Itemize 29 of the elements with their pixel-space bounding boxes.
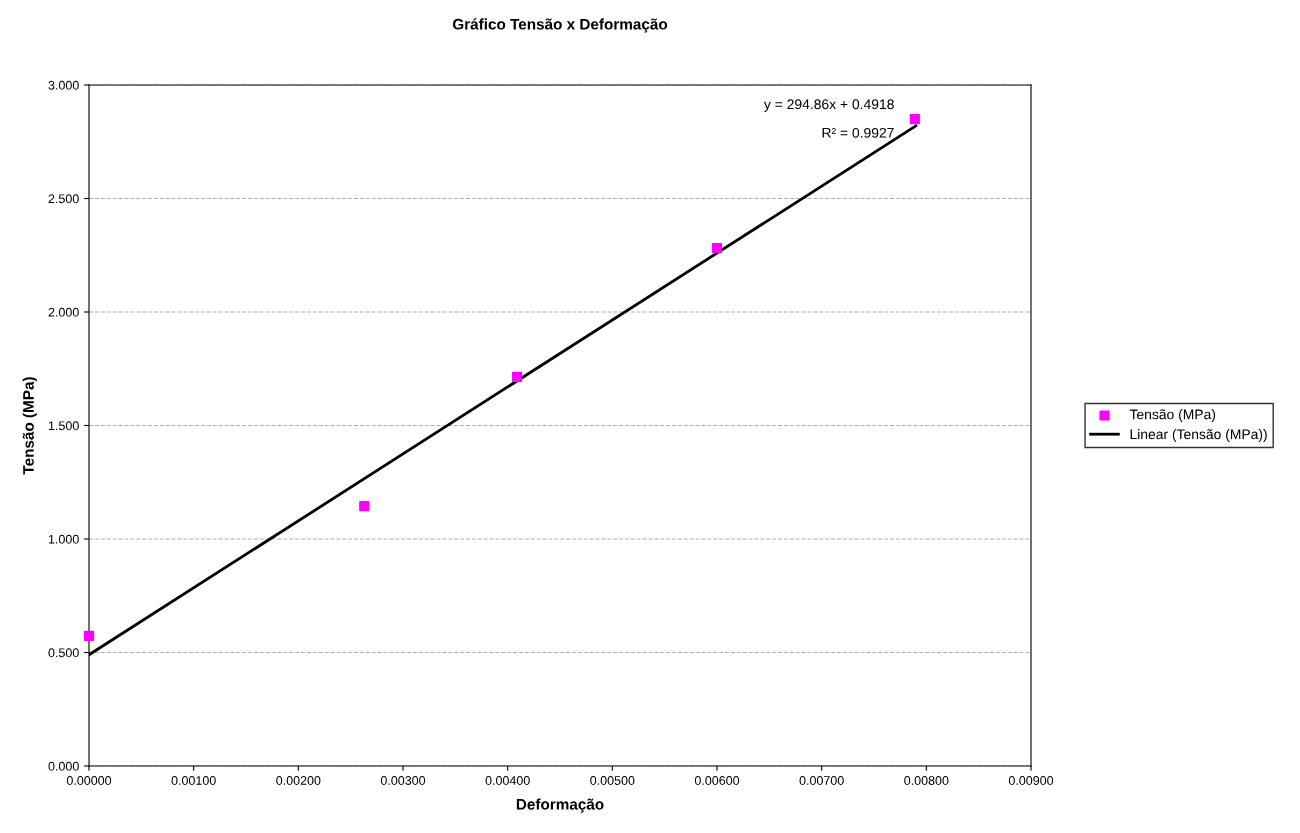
- y-tick-label: 2.500: [48, 194, 79, 204]
- y-tick-label: 1.500: [48, 421, 79, 431]
- point: [511, 371, 523, 383]
- annotation: y = 294.86x + 0.4918: [763, 99, 894, 112]
- chart-title: Gráfico Tensão x Deformação: [452, 18, 668, 33]
- point: [711, 242, 723, 254]
- x-tick-label: 0.00900: [1008, 776, 1054, 785]
- x-tick-label: 0.00500: [590, 776, 635, 785]
- x-tick-label: 0.00300: [380, 776, 426, 785]
- x-tick-label: 0.00800: [904, 776, 949, 785]
- x-tick-label: 0.00000: [66, 776, 112, 785]
- x-tick-label: 0.00200: [276, 776, 321, 785]
- annotation: R² = 0.9927: [822, 127, 894, 138]
- y-tick-label: 3.000: [48, 80, 79, 90]
- legend-label: Tensão (MPa): [1129, 409, 1216, 423]
- x-tick-label: 0.00700: [799, 776, 844, 785]
- x-tick-label: 0.00100: [171, 776, 216, 785]
- point: [359, 500, 370, 512]
- point: [83, 630, 95, 642]
- legend-label: Linear (Tensão (MPa)): [1130, 428, 1267, 442]
- y-tick-label: 0.500: [48, 648, 79, 658]
- y-tick-label: 2.000: [48, 307, 79, 317]
- x-tick-label: 0.00400: [485, 776, 530, 785]
- point: [909, 113, 920, 125]
- x-axis-title: Deformação: [516, 798, 604, 813]
- x-tick-label: 0.00600: [694, 776, 740, 785]
- y-tick-label: 1.000: [48, 534, 79, 544]
- y-tick-label: 0.000: [48, 761, 79, 771]
- y-axis-title: Tensão (MPa): [22, 377, 37, 475]
